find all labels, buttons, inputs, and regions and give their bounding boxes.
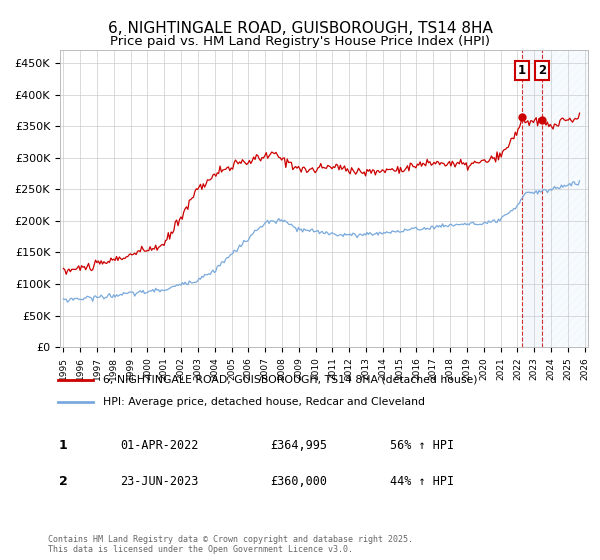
Text: Price paid vs. HM Land Registry's House Price Index (HPI): Price paid vs. HM Land Registry's House … — [110, 35, 490, 48]
Text: 1: 1 — [59, 438, 67, 452]
Text: 56% ↑ HPI: 56% ↑ HPI — [390, 438, 454, 452]
Text: 23-JUN-2023: 23-JUN-2023 — [120, 475, 199, 488]
Text: 6, NIGHTINGALE ROAD, GUISBOROUGH, TS14 8HA (detached house): 6, NIGHTINGALE ROAD, GUISBOROUGH, TS14 8… — [103, 375, 478, 385]
Text: 1: 1 — [518, 64, 526, 77]
Text: 01-APR-2022: 01-APR-2022 — [120, 438, 199, 452]
Text: 6, NIGHTINGALE ROAD, GUISBOROUGH, TS14 8HA: 6, NIGHTINGALE ROAD, GUISBOROUGH, TS14 8… — [107, 21, 493, 36]
Text: 44% ↑ HPI: 44% ↑ HPI — [390, 475, 454, 488]
Bar — [542, 50, 588, 347]
Text: HPI: Average price, detached house, Redcar and Cleveland: HPI: Average price, detached house, Redc… — [103, 397, 425, 407]
Text: £364,995: £364,995 — [270, 438, 327, 452]
Bar — [521, 50, 542, 347]
Text: Contains HM Land Registry data © Crown copyright and database right 2025.
This d: Contains HM Land Registry data © Crown c… — [48, 535, 413, 554]
Text: 2: 2 — [59, 475, 67, 488]
Text: 2: 2 — [538, 64, 547, 77]
Text: £360,000: £360,000 — [270, 475, 327, 488]
